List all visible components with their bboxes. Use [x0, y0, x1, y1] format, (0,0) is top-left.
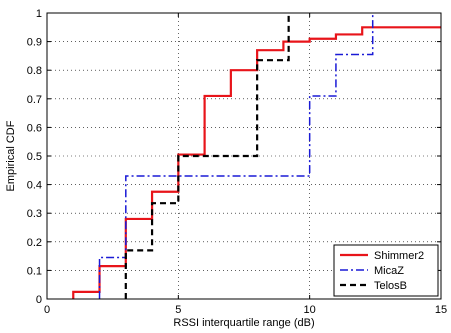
- grid: [47, 13, 441, 299]
- legend-label-shimmer2: Shimmer2: [374, 250, 424, 262]
- x-tick-label: 0: [44, 304, 50, 316]
- x-tick-label: 15: [435, 304, 447, 316]
- x-tick-label: 10: [304, 304, 316, 316]
- series-lines: [72, 13, 441, 299]
- y-tick-label: 0: [36, 294, 42, 306]
- y-tick-label: 0.6: [27, 122, 42, 134]
- y-tick-label: 0.5: [27, 151, 42, 163]
- x-tick-label: 5: [175, 304, 181, 316]
- y-tick-label: 0.4: [27, 180, 42, 192]
- y-tick-label: 0.3: [27, 208, 42, 220]
- legend-label-telosb: TelosB: [374, 280, 407, 292]
- legend-label-micaz: MicaZ: [374, 265, 404, 277]
- y-tick-label: 0.8: [27, 65, 42, 77]
- y-tick-label: 0.7: [27, 94, 42, 106]
- axis-ticks: 0 5 10 15 0 0.1 0.2 0.3 0.4 0.5 0.6 0.7 0.8 0.9 1: [27, 8, 447, 316]
- y-axis-label: Empirical CDF: [5, 120, 17, 191]
- x-axis-label: RSSI interquartile range (dB): [173, 317, 314, 329]
- series-line-telosb: [124, 13, 290, 299]
- y-tick-label: 0.1: [27, 265, 42, 277]
- y-tick-label: 1: [36, 8, 42, 20]
- y-tick-label: 0.2: [27, 237, 42, 249]
- y-tick-label: 0.9: [27, 37, 42, 49]
- legend: Shimmer2 MicaZ TelosB: [333, 244, 439, 297]
